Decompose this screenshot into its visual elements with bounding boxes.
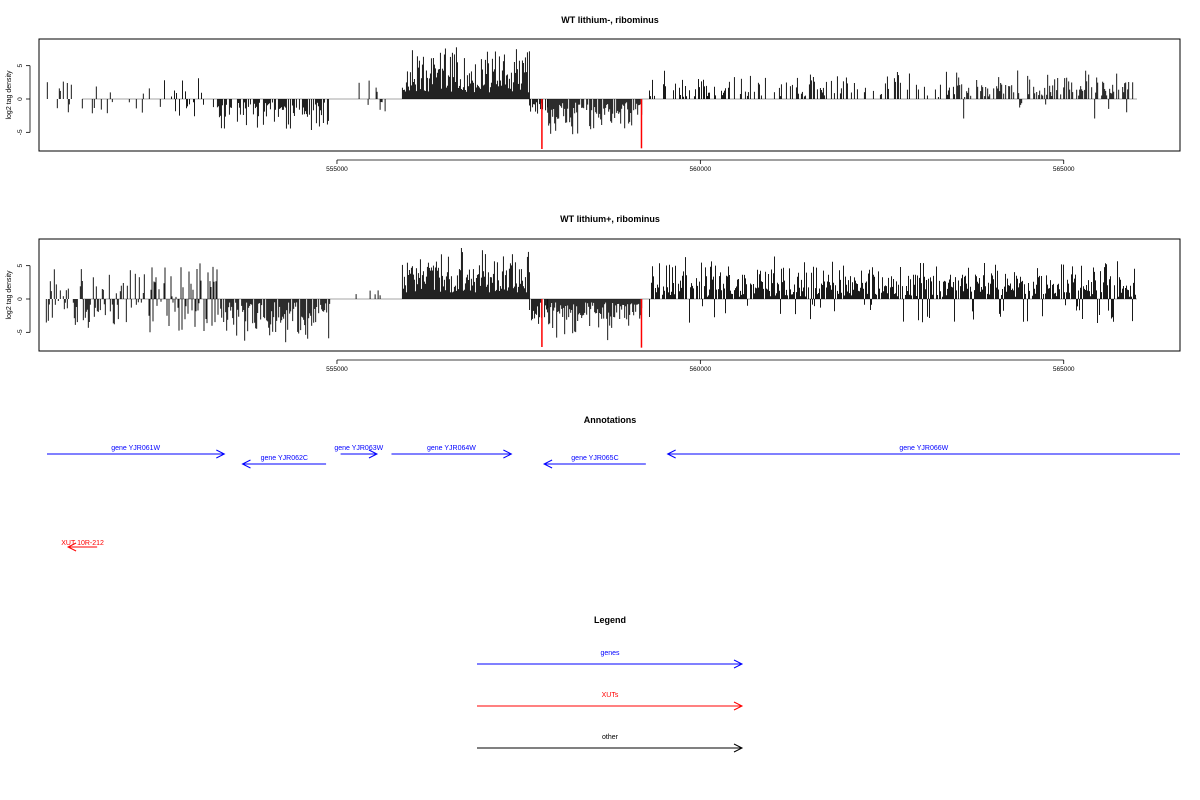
x-tick-label: 560000 — [689, 366, 711, 373]
y-tick-label: 0 — [17, 297, 24, 301]
plot-frame — [38, 238, 1181, 352]
y-axis-label: log2 tag density — [6, 270, 13, 320]
gene-label: gene YJR062C — [261, 455, 308, 462]
plot-frame — [38, 38, 1181, 152]
x-tick-label: 555000 — [326, 366, 348, 373]
y-axis: -5 0 5 — [17, 263, 31, 335]
x-tick-label: 560000 — [689, 166, 711, 173]
gene-label: gene YJR063W — [334, 445, 383, 452]
xut-label: XUT 10R-212 — [61, 540, 104, 547]
track-panel-lithium-plus: WT lithium+, ribominus -5 0 5 555000 560000… — [6, 214, 1181, 373]
legend-title: Legend — [594, 615, 626, 625]
gene-arrow — [241, 459, 327, 469]
panel-title: WT lithium-, ribominus — [561, 15, 659, 25]
x-tick-label: 555000 — [326, 166, 348, 173]
panel-title: WT lithium+, ribominus — [560, 214, 660, 224]
gene-arrow — [542, 459, 646, 469]
track-panel-lithium-minus: WT lithium-, ribominus -5 0 5 555000 560000… — [6, 15, 1181, 173]
x-axis: 555000 560000 565000 — [326, 359, 1075, 373]
legend: Legend genes XUTs other — [477, 615, 744, 753]
gene-label: gene YJR065C — [571, 455, 618, 462]
gene-arrow — [666, 449, 1180, 459]
legend-arrow — [477, 743, 744, 753]
gene-arrow — [391, 449, 513, 459]
x-tick-label: 565000 — [1053, 366, 1075, 373]
y-tick-label: -5 — [17, 129, 24, 135]
y-axis: -5 0 5 — [17, 63, 31, 135]
legend-arrow — [477, 659, 744, 669]
legend-items: genes XUTs other — [477, 650, 744, 753]
signal-bars — [45, 248, 1136, 348]
legend-label: XUTs — [602, 692, 619, 699]
gene-label: gene YJR064W — [427, 445, 476, 452]
signal-bars — [46, 47, 1134, 149]
y-tick-label: 0 — [17, 97, 24, 101]
x-tick-label: 565000 — [1053, 166, 1075, 173]
gene-label: gene YJR061W — [111, 445, 160, 452]
annotation-features: gene YJR061W gene YJR062C gene YJR063W gene… — [47, 445, 1180, 552]
y-tick-label: 5 — [17, 263, 24, 267]
legend-label: other — [602, 734, 619, 741]
gene-label: gene YJR066W — [899, 445, 948, 452]
xut-arrow — [66, 542, 98, 552]
y-tick-label: 5 — [17, 63, 24, 67]
annotations-title: Annotations — [584, 415, 637, 425]
gene-arrow — [47, 449, 226, 459]
gene-arrow — [340, 449, 379, 459]
legend-label: genes — [600, 650, 620, 657]
y-tick-label: -5 — [17, 329, 24, 335]
y-axis-label: log2 tag density — [6, 70, 13, 120]
legend-arrow — [477, 701, 744, 711]
x-axis: 555000 560000 565000 — [326, 159, 1075, 173]
